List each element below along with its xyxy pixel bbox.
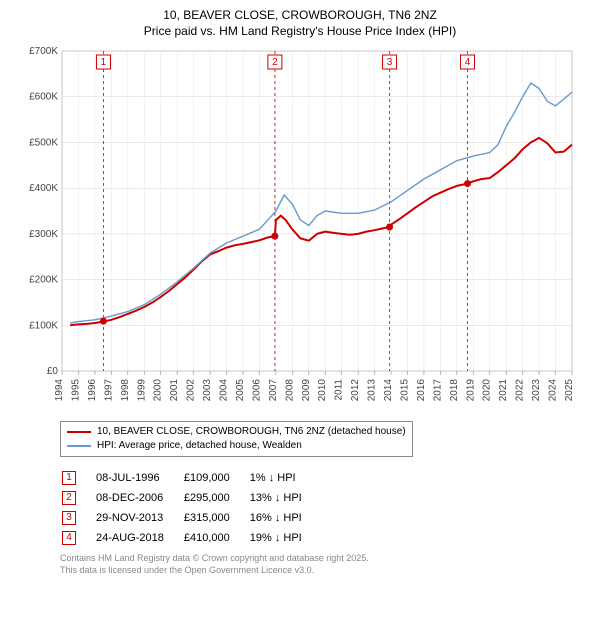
copyright-line1: Contains HM Land Registry data © Crown c… [60,553,590,565]
svg-text:2000: 2000 [153,379,164,402]
svg-text:£100K: £100K [29,320,58,331]
marker-cell: 1 [62,469,94,487]
sale-date: 24-AUG-2018 [96,529,182,547]
svg-text:1: 1 [101,57,107,68]
legend-row: HPI: Average price, detached house, Weal… [67,439,406,453]
sale-price: £295,000 [184,489,248,507]
svg-text:£500K: £500K [29,138,58,149]
legend-swatch [67,445,91,447]
sale-date: 08-DEC-2006 [96,489,182,507]
chart-container: 10, BEAVER CLOSE, CROWBOROUGH, TN6 2NZ P… [0,0,600,620]
copyright-line2: This data is licensed under the Open Gov… [60,565,590,577]
svg-text:2022: 2022 [515,379,526,402]
legend-label: HPI: Average price, detached house, Weal… [97,439,302,453]
svg-text:1998: 1998 [120,379,131,402]
svg-text:2020: 2020 [482,379,493,402]
sale-diff: 16% ↓ HPI [250,509,320,527]
svg-text:2024: 2024 [548,379,559,402]
svg-text:1995: 1995 [70,379,81,402]
sale-price: £109,000 [184,469,248,487]
sale-date: 29-NOV-2013 [96,509,182,527]
table-row: 3 29-NOV-2013£315,00016% ↓ HPI [62,509,320,527]
title-line2: Price paid vs. HM Land Registry's House … [10,24,590,40]
svg-text:2025: 2025 [564,379,575,402]
marker-cell: 3 [62,509,94,527]
table-row: 2 08-DEC-2006£295,00013% ↓ HPI [62,489,320,507]
svg-text:2018: 2018 [449,379,460,402]
svg-text:2023: 2023 [531,379,542,402]
svg-text:£200K: £200K [29,275,58,286]
marker-cell: 4 [62,529,94,547]
sale-diff: 13% ↓ HPI [250,489,320,507]
marker-index: 1 [62,471,76,485]
legend-label: 10, BEAVER CLOSE, CROWBOROUGH, TN6 2NZ (… [97,425,406,439]
marker-cell: 2 [62,489,94,507]
svg-text:£700K: £700K [29,46,58,57]
svg-text:1996: 1996 [87,379,98,402]
svg-text:2012: 2012 [350,379,361,402]
svg-text:£400K: £400K [29,183,58,194]
svg-text:3: 3 [387,57,393,68]
svg-text:2013: 2013 [367,379,378,402]
sale-date: 08-JUL-1996 [96,469,182,487]
svg-text:2005: 2005 [235,379,246,402]
svg-text:£300K: £300K [29,229,58,240]
table-row: 1 08-JUL-1996£109,0001% ↓ HPI [62,469,320,487]
chart-title: 10, BEAVER CLOSE, CROWBOROUGH, TN6 2NZ P… [10,8,590,39]
svg-text:£0: £0 [47,366,59,377]
svg-text:2016: 2016 [416,379,427,402]
svg-text:2007: 2007 [268,379,279,402]
svg-text:1994: 1994 [54,379,65,402]
svg-text:2019: 2019 [465,379,476,402]
svg-text:2: 2 [272,57,278,68]
svg-text:2015: 2015 [399,379,410,402]
svg-text:2011: 2011 [334,379,345,401]
svg-text:2010: 2010 [317,379,328,402]
svg-text:4: 4 [465,57,471,68]
svg-text:2002: 2002 [186,379,197,402]
sale-diff: 1% ↓ HPI [250,469,320,487]
marker-index: 4 [62,531,76,545]
svg-text:2006: 2006 [251,379,262,402]
marker-index: 3 [62,511,76,525]
legend-swatch [67,431,91,433]
sales-table: 1 08-JUL-1996£109,0001% ↓ HPI 2 08-DEC-2006… [60,467,322,549]
svg-text:£600K: £600K [29,92,58,103]
sale-price: £315,000 [184,509,248,527]
svg-text:2017: 2017 [432,379,443,402]
svg-text:2021: 2021 [498,379,509,402]
svg-text:2014: 2014 [383,379,394,402]
svg-text:2003: 2003 [202,379,213,402]
svg-text:2004: 2004 [219,379,230,402]
chart-svg: £0 £100K £200K £300K £400K £500K £600K £700K 199… [20,45,580,415]
svg-text:1997: 1997 [103,379,114,402]
legend-row: 10, BEAVER CLOSE, CROWBOROUGH, TN6 2NZ (… [67,425,406,439]
table-row: 4 24-AUG-2018£410,00019% ↓ HPI [62,529,320,547]
copyright-text: Contains HM Land Registry data © Crown c… [60,553,590,576]
legend-box: 10, BEAVER CLOSE, CROWBOROUGH, TN6 2NZ (… [60,421,413,457]
marker-index: 2 [62,491,76,505]
svg-text:2008: 2008 [284,379,295,402]
svg-text:2009: 2009 [301,379,312,402]
title-line1: 10, BEAVER CLOSE, CROWBOROUGH, TN6 2NZ [10,8,590,24]
svg-text:2001: 2001 [169,379,180,402]
chart-plot: £0 £100K £200K £300K £400K £500K £600K £700K 199… [20,45,580,415]
sale-price: £410,000 [184,529,248,547]
svg-text:1999: 1999 [136,379,147,402]
sale-diff: 19% ↓ HPI [250,529,320,547]
